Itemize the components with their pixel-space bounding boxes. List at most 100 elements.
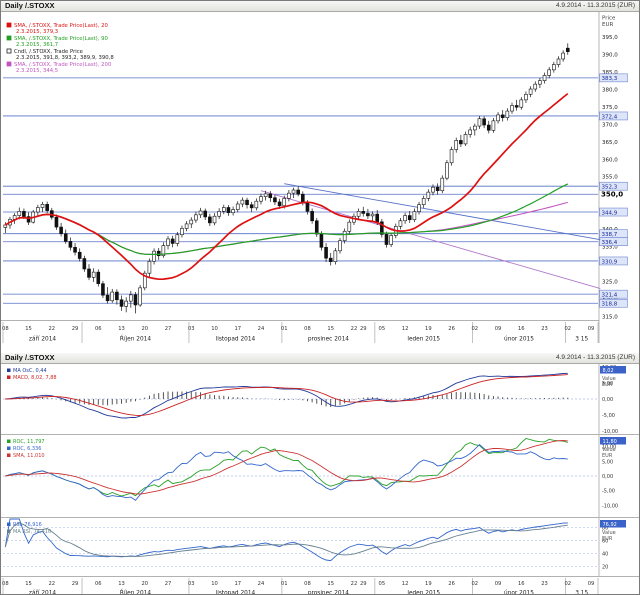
svg-text:Říjen 2014: Říjen 2014 xyxy=(120,335,151,343)
svg-text:13: 13 xyxy=(118,326,125,332)
svg-text:23: 23 xyxy=(541,326,548,332)
svg-text:EUR: EUR xyxy=(602,382,613,388)
trendlines[interactable] xyxy=(260,183,601,289)
svg-text:20: 20 xyxy=(141,326,148,332)
svg-text:SMA, 11,010: SMA, 11,010 xyxy=(13,453,45,459)
svg-text:2.3.2015, 391,8, 393,2, 389,9,: 2.3.2015, 391,8, 393,2, 389,9, 390,8 xyxy=(16,55,114,61)
svg-text:350,0: 350,0 xyxy=(601,191,623,199)
last-value-box xyxy=(600,520,626,528)
time-axis: září 2014 Říjen 2014 listopad 2014 prosinec… xyxy=(2,322,599,343)
svg-text:08: 08 xyxy=(2,326,9,332)
svg-text:22: 22 xyxy=(49,326,56,332)
svg-text:SMA, /.STOXX, Trade Price(Last: SMA, /.STOXX, Trade Price(Last), 20 xyxy=(14,23,108,29)
svg-text:09: 09 xyxy=(588,326,595,332)
svg-text:16: 16 xyxy=(518,326,525,332)
svg-text:344,9: 344,9 xyxy=(602,210,618,216)
svg-text:370,0: 370,0 xyxy=(602,122,618,128)
svg-text:EUR: EUR xyxy=(602,453,613,459)
main-chart-date-range: 4.9.2014 - 11.3.2015 (ZUR) xyxy=(555,2,635,9)
svg-text:26: 26 xyxy=(448,326,455,332)
svg-text:8,02: 8,02 xyxy=(603,368,614,374)
svg-text:05: 05 xyxy=(379,581,386,587)
svg-text:MA OsC, 0,44: MA OsC, 0,44 xyxy=(13,368,47,374)
svg-text:20: 20 xyxy=(602,564,608,570)
svg-text:29: 29 xyxy=(360,581,367,587)
svg-text:22: 22 xyxy=(351,581,358,587)
svg-text:76,92: 76,92 xyxy=(603,522,617,528)
svg-text:26: 26 xyxy=(448,581,455,587)
svg-text:únor 2015: únor 2015 xyxy=(504,336,534,343)
main-chart-titlebar: Daily /.STOXX 4.9.2014 - 11.3.2015 (ZUR) xyxy=(1,1,639,12)
main-chart-title: Daily /.STOXX xyxy=(5,1,55,10)
svg-text:SMA, /.STOXX, Trade Price(Last: SMA, /.STOXX, Trade Price(Last), 200 xyxy=(14,62,112,68)
svg-text:02: 02 xyxy=(472,581,479,587)
svg-text:12: 12 xyxy=(402,581,409,587)
svg-text:318,8: 318,8 xyxy=(602,302,618,308)
svg-text:MA RSI, 74,410: MA RSI, 74,410 xyxy=(13,529,51,535)
svg-text:19: 19 xyxy=(425,326,432,332)
price-legend: SMA, /.STOXX, Trade Price(Last), 202.3.2… xyxy=(6,22,114,74)
svg-text:15: 15 xyxy=(25,581,32,587)
svg-text:Cndl, /.STOXX, Trade Price: Cndl, /.STOXX, Trade Price xyxy=(14,49,83,55)
svg-text:Value: Value xyxy=(602,376,616,382)
svg-text:24: 24 xyxy=(258,326,265,332)
svg-text:395,0: 395,0 xyxy=(602,35,618,41)
svg-text:MACD, 8,02, 7,88: MACD, 8,02, 7,88 xyxy=(13,375,57,381)
svg-text:24: 24 xyxy=(258,581,265,587)
svg-text:EUR: EUR xyxy=(602,536,613,542)
svg-text:355,0: 355,0 xyxy=(602,175,618,181)
svg-text:352,3: 352,3 xyxy=(602,184,618,190)
svg-text:0,00: 0,00 xyxy=(602,474,613,480)
svg-text:03: 03 xyxy=(188,581,195,587)
svg-text:2.3.2015, 361,7: 2.3.2015, 361,7 xyxy=(16,42,58,48)
svg-text:Price: Price xyxy=(602,16,616,22)
svg-text:únor 2015: únor 2015 xyxy=(504,590,534,595)
svg-text:2.3.2015, 379,3: 2.3.2015, 379,3 xyxy=(16,29,58,35)
time-axis: září 2014 Říjen 2014 listopad 2014 prosinec… xyxy=(2,578,599,595)
svg-text:12: 12 xyxy=(402,326,409,332)
svg-text:06: 06 xyxy=(95,581,102,587)
svg-text:SMA, /.STOXX, Trade Price(Last: SMA, /.STOXX, Trade Price(Last), 90 xyxy=(14,36,108,42)
svg-text:03: 03 xyxy=(188,326,195,332)
svg-text:15: 15 xyxy=(327,581,334,587)
svg-text:13: 13 xyxy=(118,581,125,587)
svg-text:5,00: 5,00 xyxy=(602,381,613,387)
svg-text:390,0: 390,0 xyxy=(602,52,618,58)
svg-text:-5,00: -5,00 xyxy=(602,413,615,419)
svg-text:ROC, 11,797: ROC, 11,797 xyxy=(13,439,45,445)
svg-text:15: 15 xyxy=(327,326,334,332)
svg-text:RSI, 76,916: RSI, 76,916 xyxy=(13,522,42,528)
svg-text:10: 10 xyxy=(211,581,218,587)
svg-text:29: 29 xyxy=(72,326,79,332)
svg-text:01: 01 xyxy=(281,581,288,587)
svg-text:5,00: 5,00 xyxy=(602,459,613,465)
svg-text:02: 02 xyxy=(564,581,571,587)
svg-text:září 2014: září 2014 xyxy=(29,336,56,343)
sma-lines xyxy=(4,92,569,281)
svg-text:375,0: 375,0 xyxy=(602,105,618,111)
indicator-date-range: 4.9.2014 - 11.3.2015 (ZUR) xyxy=(555,354,635,361)
candles-layer xyxy=(3,43,570,314)
svg-text:385,0: 385,0 xyxy=(602,70,618,76)
svg-text:09: 09 xyxy=(495,581,502,587)
svg-text:27: 27 xyxy=(165,581,172,587)
svg-text:336,4: 336,4 xyxy=(602,240,618,246)
svg-text:365,0: 365,0 xyxy=(602,140,618,146)
indicator-chart-title: Daily /.STOXX xyxy=(5,353,55,362)
svg-text:EUR: EUR xyxy=(602,22,614,28)
svg-text:10,00: 10,00 xyxy=(602,445,616,451)
svg-text:leden 2015: leden 2015 xyxy=(407,337,440,343)
svg-text:17: 17 xyxy=(234,326,241,332)
svg-text:3 15: 3 15 xyxy=(575,591,588,595)
svg-text:listopad 2014: listopad 2014 xyxy=(216,591,256,595)
svg-text:60: 60 xyxy=(602,539,608,545)
svg-text:335,0: 335,0 xyxy=(602,245,618,251)
svg-text:40: 40 xyxy=(602,551,608,557)
svg-text:02: 02 xyxy=(472,326,479,332)
svg-text:80: 80 xyxy=(602,526,608,532)
